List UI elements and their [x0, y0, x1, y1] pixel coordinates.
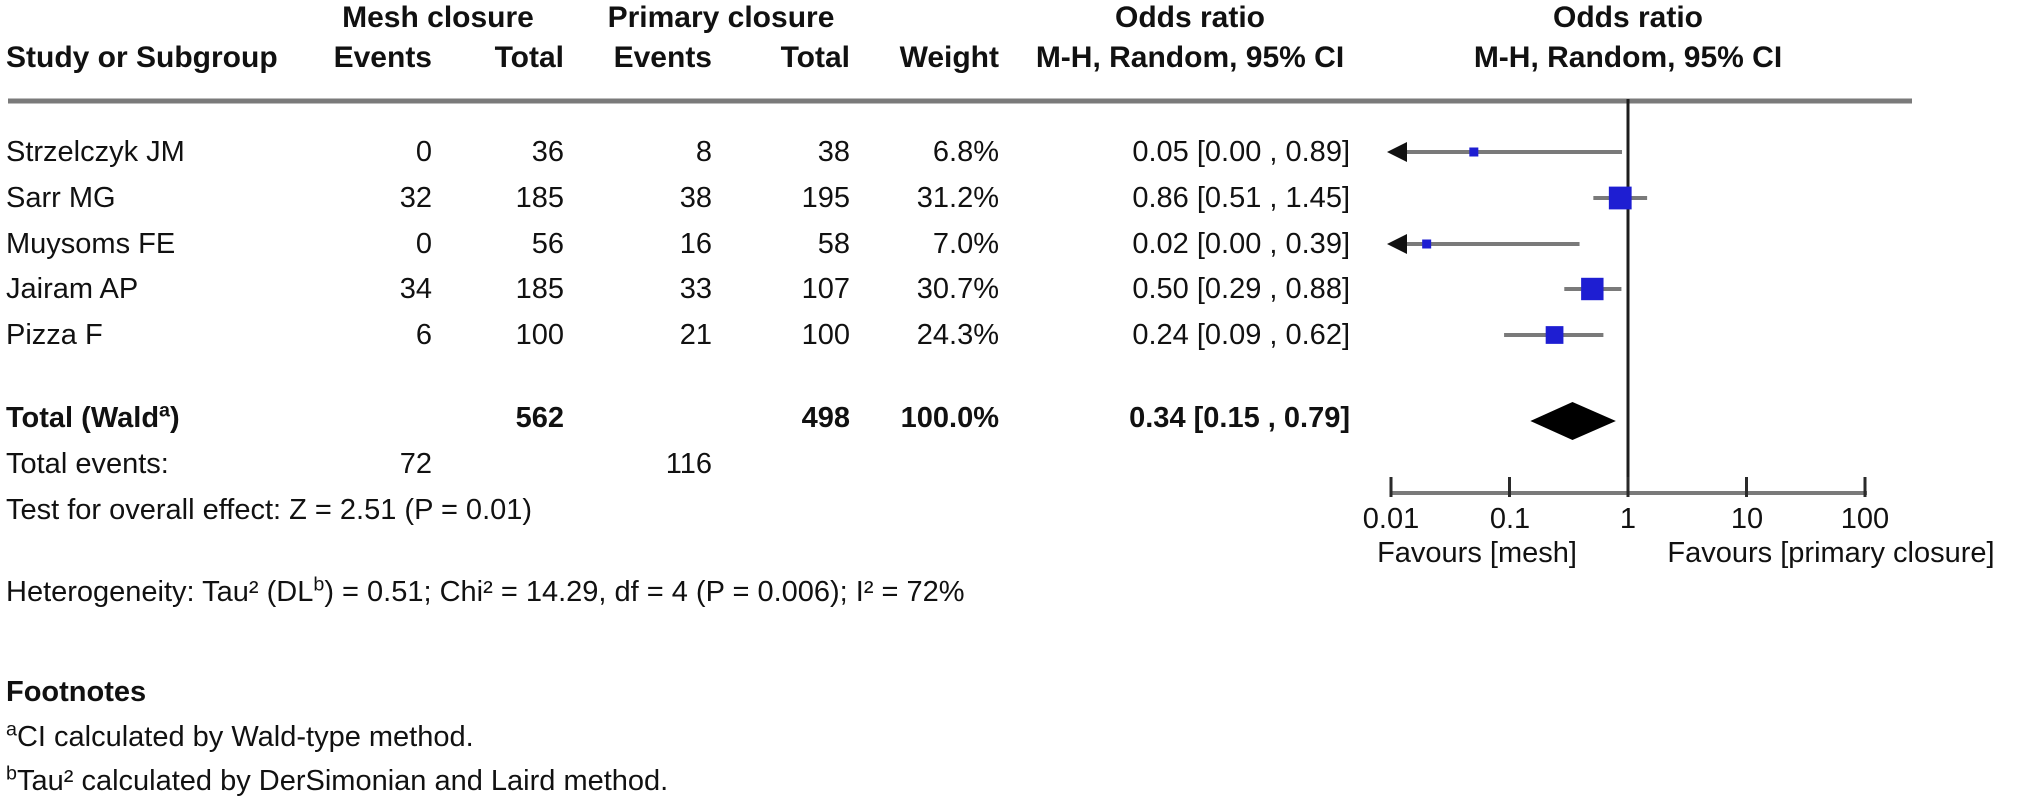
study-events2: 21 — [679, 319, 712, 351]
footnote-b: bTau² calculated by DerSimonian and Lair… — [6, 762, 906, 798]
study-name: Strzelczyk JM — [6, 136, 185, 168]
axis-tick-label: 10 — [1730, 503, 1764, 535]
study-events1: 34 — [399, 273, 432, 305]
axis-tick-label: 0.01 — [1362, 503, 1420, 535]
study-weight: 24.3% — [916, 319, 999, 351]
study-total2: 100 — [801, 319, 850, 351]
total-mesh-n: 562 — [515, 402, 564, 434]
study-events2: 8 — [695, 136, 712, 168]
axis-tick-label: 1 — [1619, 503, 1637, 535]
study-total1: 100 — [515, 319, 564, 351]
ci-clip-arrow-icon — [1387, 142, 1407, 162]
total-or-ci: 0.34 [0.15 , 0.79] — [1129, 402, 1350, 434]
point-estimate-marker — [1545, 326, 1564, 344]
favours-right-label: Favours [primary closure] — [1667, 537, 1995, 569]
study-total1: 56 — [531, 228, 564, 260]
column-header-events-primary: Events — [613, 41, 712, 74]
heterogeneity-text-cont: ) = 0.51; Chi² = 14.29, df = 4 (P = 0.00… — [324, 576, 965, 608]
study-events2: 33 — [679, 273, 712, 305]
heterogeneity-stats: Heterogeneity: Tau² (DLb) = 0.51; Chi² =… — [6, 573, 1106, 609]
study-total1: 36 — [531, 136, 564, 168]
study-or-label: 0.05 [0.00 , 0.89] — [1132, 136, 1350, 168]
study-or-label: 0.02 [0.00 , 0.39] — [1132, 228, 1350, 260]
column-header-weight: Weight — [899, 41, 999, 74]
point-estimate-marker — [1422, 239, 1432, 249]
study-weight: 30.7% — [916, 273, 999, 305]
footnote-marker-b: b — [313, 573, 325, 596]
study-name: Sarr MG — [6, 182, 116, 214]
study-events1: 0 — [415, 136, 432, 168]
total-primary-n: 498 — [801, 402, 850, 434]
footnote-b-marker: b — [6, 762, 17, 785]
footnote-marker-a: a — [159, 399, 170, 422]
axis-tick-label: 100 — [1840, 503, 1890, 535]
point-estimate-marker — [1581, 277, 1604, 301]
group-header-mesh-closure: Mesh closure — [342, 1, 534, 34]
overall-effect-test: Test for overall effect: Z = 2.51 (P = 0… — [6, 494, 533, 526]
footnote-a: aCI calculated by Wald-type method. — [6, 718, 906, 754]
study-events1: 32 — [399, 182, 432, 214]
column-header-study: Study or Subgroup — [6, 41, 278, 74]
column-header-mh-random-ci-text: M-H, Random, 95% CI — [1035, 41, 1345, 74]
column-header-odds-ratio-text: Odds ratio — [1114, 1, 1265, 34]
study-events1: 0 — [415, 228, 432, 260]
study-total2: 58 — [817, 228, 850, 260]
total-events-label: Total events: — [6, 448, 169, 480]
footnote-b-text: Tau² calculated by DerSimonian and Laird… — [16, 765, 669, 797]
group-header-primary-closure: Primary closure — [607, 1, 835, 34]
heterogeneity-text: Heterogeneity: Tau² (DL — [6, 576, 314, 608]
study-or-label: 0.50 [0.29 , 0.88] — [1132, 273, 1350, 305]
study-events2: 38 — [679, 182, 712, 214]
study-weight: 7.0% — [932, 228, 999, 260]
point-estimate-marker — [1608, 186, 1632, 210]
study-name: Pizza F — [6, 319, 103, 351]
study-or-label: 0.24 [0.09 , 0.62] — [1132, 319, 1350, 351]
total-label-close: ) — [170, 402, 180, 434]
study-weight: 31.2% — [916, 182, 999, 214]
axis-tick-label: 0.1 — [1489, 503, 1531, 535]
study-total2: 38 — [817, 136, 850, 168]
total-row-label: Total (Walda) — [6, 399, 406, 435]
study-events1: 6 — [415, 319, 432, 351]
ci-clip-arrow-icon — [1387, 234, 1407, 254]
column-header-total-primary: Total — [780, 41, 850, 74]
study-events2: 16 — [679, 228, 712, 260]
total-weight: 100.0% — [900, 402, 999, 434]
column-header-events-mesh: Events — [333, 41, 432, 74]
total-label-text: Total (Wald — [6, 402, 160, 434]
study-total2: 107 — [801, 273, 850, 305]
total-events-primary: 116 — [665, 448, 712, 480]
study-total2: 195 — [801, 182, 850, 214]
favours-left-label: Favours [mesh] — [1377, 537, 1577, 569]
column-header-odds-ratio-plot: Odds ratio — [1552, 1, 1703, 34]
footnote-a-text: CI calculated by Wald-type method. — [16, 721, 474, 753]
footnote-a-marker: a — [6, 718, 17, 741]
column-header-total-mesh: Total — [494, 41, 564, 74]
study-name: Muysoms FE — [6, 228, 176, 260]
summary-diamond — [1530, 402, 1616, 440]
study-total1: 185 — [515, 182, 564, 214]
footnotes-title: Footnotes — [6, 676, 147, 708]
point-estimate-marker — [1469, 147, 1479, 157]
study-weight: 6.8% — [932, 136, 999, 168]
study-total1: 185 — [515, 273, 564, 305]
total-events-mesh: 72 — [399, 448, 432, 480]
study-name: Jairam AP — [6, 273, 139, 305]
column-header-mh-random-ci-plot: M-H, Random, 95% CI — [1473, 41, 1783, 74]
study-or-label: 0.86 [0.51 , 1.45] — [1132, 182, 1350, 214]
